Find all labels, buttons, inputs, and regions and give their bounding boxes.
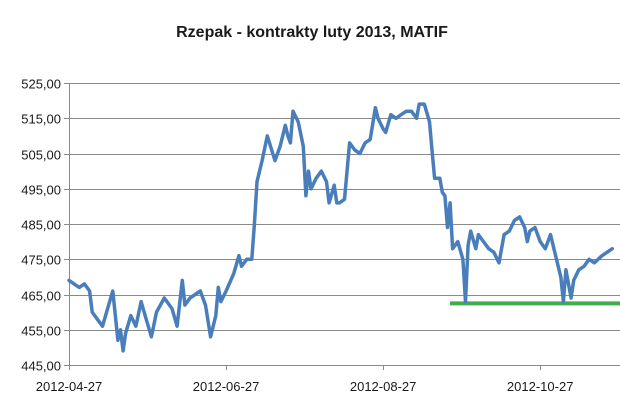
y-tick-label: 485,00 — [21, 218, 61, 233]
y-tick-label: 465,00 — [21, 289, 61, 304]
y-tick-labels: 445,00 455,00 465,00 475,00 485,00 495,00 505,… — [21, 77, 61, 374]
x-tick-label: 2012-06-27 — [193, 379, 260, 394]
y-tick-label: 515,00 — [21, 112, 61, 127]
x-tick-label: 2012-10-27 — [507, 379, 574, 394]
series — [67, 102, 615, 353]
axes — [64, 83, 620, 370]
x-tick-label: 2012-08-27 — [350, 379, 417, 394]
y-tick-label: 455,00 — [21, 324, 61, 339]
series-line — [67, 102, 615, 353]
y-tick-label: 475,00 — [21, 253, 61, 268]
y-tick-label: 445,00 — [21, 359, 61, 374]
y-tick-label: 525,00 — [21, 77, 61, 92]
y-tick-label: 505,00 — [21, 148, 61, 163]
x-tick-labels: 2012-04-27 2012-06-27 2012-08-27 2012-10-27 — [36, 379, 574, 394]
x-tick-label: 2012-04-27 — [36, 379, 103, 394]
y-tick-label: 495,00 — [21, 183, 61, 198]
chart-title: Rzepak - kontrakty luty 2013, MATIF — [176, 24, 448, 41]
